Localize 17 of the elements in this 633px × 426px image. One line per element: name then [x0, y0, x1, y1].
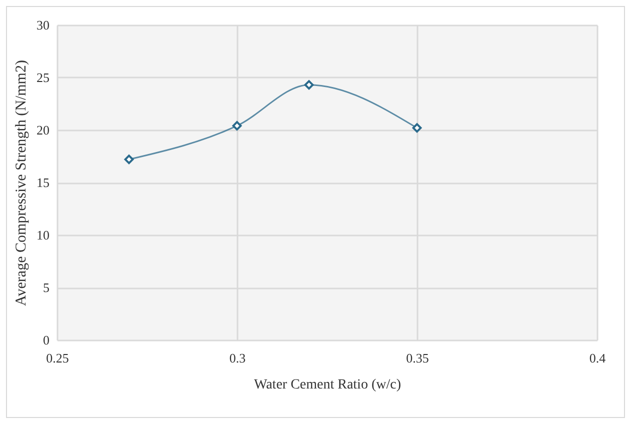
y-tick-label: 20: [36, 122, 50, 138]
y-tick-label: 5: [43, 280, 50, 295]
y-tick-label: 25: [36, 70, 50, 85]
x-tick-label: 0.35: [406, 350, 429, 366]
point: [304, 80, 314, 90]
x-tick-label: 0.25: [46, 350, 69, 366]
point: [232, 121, 242, 131]
y-tick-label: 10: [36, 228, 50, 242]
point: [124, 154, 134, 164]
y-tick-label: 30: [36, 18, 50, 32]
x-tick-label: 0.3: [229, 350, 246, 366]
point: [412, 123, 422, 133]
y-axis-title: Average Compressive Strength (N/mm2): [14, 60, 30, 306]
x-tick-label: 0.4: [589, 350, 606, 366]
y-tick-label: 15: [36, 175, 50, 190]
x-axis-title: Water Cement Ratio (w/c): [254, 378, 402, 392]
y-tick-label: 0: [43, 332, 50, 348]
